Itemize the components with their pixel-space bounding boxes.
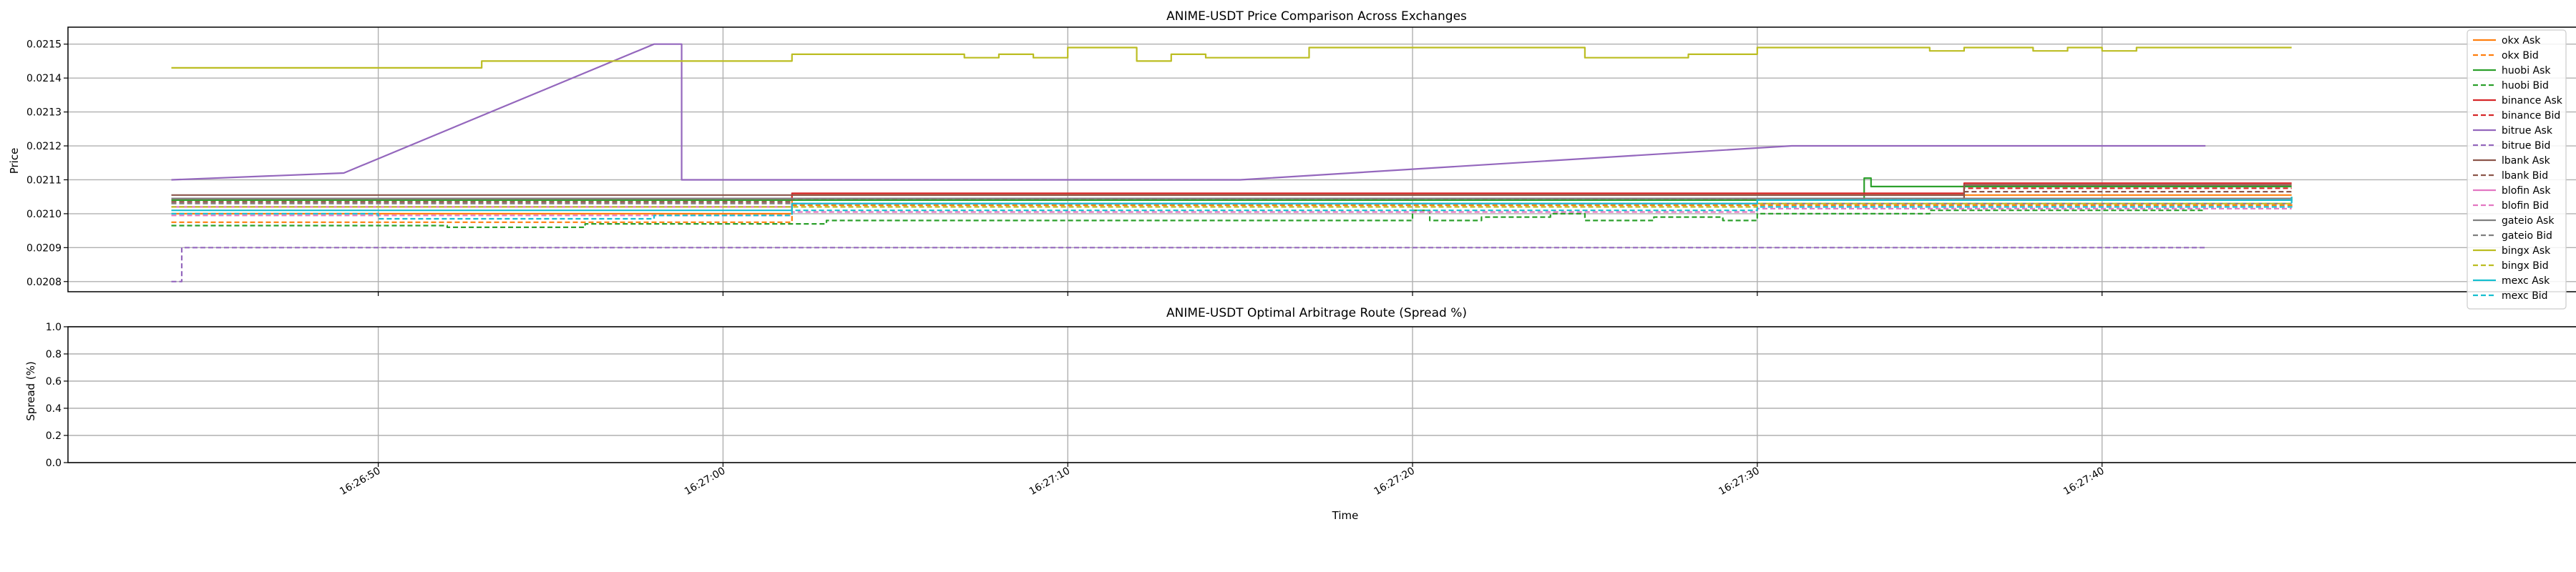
spread-y-axis-label: Spread (%) xyxy=(24,361,37,421)
legend-label-mexc-bid: mexc Bid xyxy=(2502,290,2548,302)
price-legend: okx Ask okx Bid huobi Ask huobi Bid binance … xyxy=(2467,29,2567,310)
price-plot-frame xyxy=(67,26,2576,292)
price-y-tick-label: 0.0213 xyxy=(26,107,62,119)
series-line-mexc-bid xyxy=(171,199,2293,220)
spread-y-tick-label: 0.8 xyxy=(46,349,62,360)
series-line-bitrue-ask xyxy=(171,43,2206,181)
legend-label-blofin-bid: blofin Bid xyxy=(2502,200,2549,212)
price-chart-title: ANIME-USDT Price Comparison Across Excha… xyxy=(1166,9,1467,24)
legend-label-bingx-bid: bingx Bid xyxy=(2502,260,2549,272)
price-y-tick-label: 0.0214 xyxy=(26,73,62,84)
spread-x-tick-label: 16:27:40 xyxy=(2062,465,2106,498)
legend-label-okx-bid: okx Bid xyxy=(2502,50,2539,61)
spread-y-axis: 0.0 0.2 0.4 0.6 0.8 1.0 xyxy=(46,322,68,469)
spread-grid xyxy=(68,326,2576,463)
spread-plot-frame xyxy=(67,326,2576,463)
spread-y-tick-label: 0.2 xyxy=(46,430,62,442)
legend-label-bitrue-bid: bitrue Bid xyxy=(2502,140,2550,152)
spread-y-tick-label: 1.0 xyxy=(46,322,62,333)
legend-label-huobi-ask: huobi Ask xyxy=(2502,65,2551,77)
price-y-tick-label: 0.0210 xyxy=(26,209,62,220)
spread-x-tick-label: 16:27:00 xyxy=(683,465,727,498)
price-y-tick-label: 0.0211 xyxy=(26,174,62,186)
price-y-axis-label: Price xyxy=(8,148,21,174)
series-line-bingx-ask xyxy=(171,46,2292,69)
price-y-tick-label: 0.0212 xyxy=(26,141,62,152)
legend-label-blofin-ask: blofin Ask xyxy=(2502,185,2551,197)
spread-x-axis-label: Time xyxy=(1332,509,1359,522)
spread-chart-title: ANIME-USDT Optimal Arbitrage Route (Spre… xyxy=(1166,306,1467,320)
series-line-huobi-ask xyxy=(171,177,2292,201)
series-line-huobi-bid xyxy=(171,209,2206,228)
spread-x-tick-label: 16:27:10 xyxy=(1028,465,1072,498)
price-y-tick-label: 0.0215 xyxy=(26,39,62,51)
series-line-lbank-ask xyxy=(171,184,2292,196)
legend-label-gateio-ask: gateio Ask xyxy=(2502,215,2555,227)
price-series-group xyxy=(171,43,2293,282)
legend-label-okx-ask: okx Ask xyxy=(2502,35,2541,46)
spread-y-tick-label: 0.6 xyxy=(46,376,62,388)
legend-label-lbank-ask: lbank Ask xyxy=(2502,155,2551,167)
legend-label-binance-bid: binance Bid xyxy=(2502,110,2560,122)
price-y-tick-label: 0.0208 xyxy=(26,277,62,288)
legend-label-huobi-bid: huobi Bid xyxy=(2502,80,2549,92)
series-line-blofin-bid xyxy=(171,207,2292,217)
legend-label-gateio-bid: gateio Bid xyxy=(2502,230,2552,242)
price-chart: ANIME-USDT Price Comparison Across Excha… xyxy=(8,9,2576,310)
spread-x-tick-label: 16:27:30 xyxy=(1717,465,1761,498)
spread-x-axis: 16:26:50 16:27:00 16:27:10 16:27:20 16:27:30… xyxy=(338,463,2107,498)
spread-chart: ANIME-USDT Optimal Arbitrage Route (Spre… xyxy=(24,306,2576,522)
spread-y-tick-label: 0.0 xyxy=(46,458,62,469)
legend-label-lbank-bid: lbank Bid xyxy=(2502,170,2548,182)
price-y-tick-label: 0.0209 xyxy=(26,242,62,254)
legend-label-mexc-ask: mexc Ask xyxy=(2502,275,2550,287)
price-y-axis: 0.0208 0.0209 0.0210 0.0211 0.0212 0.0213 0.02… xyxy=(26,39,68,288)
spread-x-tick-label: 16:26:50 xyxy=(338,465,382,498)
spread-y-tick-label: 0.4 xyxy=(46,403,62,415)
spread-x-tick-label: 16:27:20 xyxy=(1372,465,1417,498)
legend-label-bingx-ask: bingx Ask xyxy=(2502,245,2551,257)
series-line-mexc-ask xyxy=(171,197,2293,212)
series-line-bitrue-bid xyxy=(171,247,2206,282)
legend-label-binance-ask: binance Ask xyxy=(2502,95,2563,107)
legend-label-bitrue-ask: bitrue Ask xyxy=(2502,125,2553,137)
